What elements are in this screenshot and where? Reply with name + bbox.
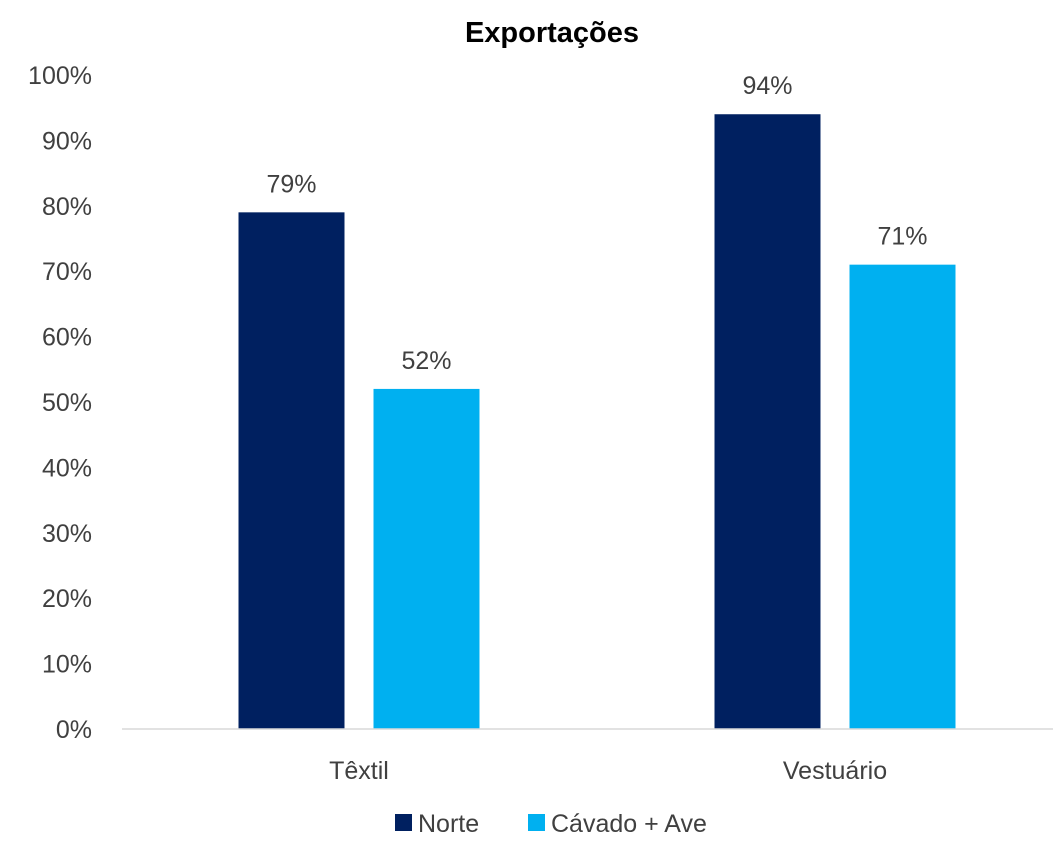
legend-swatch (528, 814, 545, 831)
chart-title: Exportações (465, 17, 639, 49)
y-tick-label: 70% (42, 258, 92, 286)
y-tick-label: 90% (42, 127, 92, 155)
legend-swatch (395, 814, 412, 831)
legend-label: Cávado + Ave (551, 810, 707, 838)
bars (238, 114, 956, 730)
x-tick-label: Vestuário (783, 757, 887, 785)
data-label: 79% (266, 170, 316, 198)
legend-label: Norte (418, 810, 479, 838)
y-tick-label: 10% (42, 651, 92, 679)
data-label: 94% (742, 72, 792, 100)
bar-norte-vestuario (714, 114, 821, 730)
x-tick-label: Têxtil (329, 757, 389, 785)
bar-norte-textil (238, 212, 345, 730)
bar-cavado-ave-vestuario (849, 264, 956, 729)
x-axis-tick-labels: Têxtil Vestuário (329, 757, 887, 785)
y-tick-label: 80% (42, 193, 92, 221)
data-labels: 79% 52% 94% 71% (266, 72, 927, 375)
y-tick-label: 30% (42, 520, 92, 548)
y-tick-label: 40% (42, 454, 92, 482)
y-axis-tick-labels: 0% 10% 20% 30% 40% 50% 60% 70% 80% 90% 100% (28, 62, 92, 744)
y-tick-label: 0% (56, 716, 92, 744)
y-tick-label: 100% (28, 62, 92, 90)
y-tick-label: 20% (42, 585, 92, 613)
bar-cavado-ave-textil (373, 388, 480, 729)
data-label: 71% (877, 223, 927, 251)
legend: Norte Cávado + Ave (395, 810, 707, 838)
data-label: 52% (401, 347, 451, 375)
y-tick-label: 50% (42, 389, 92, 417)
y-tick-label: 60% (42, 324, 92, 352)
